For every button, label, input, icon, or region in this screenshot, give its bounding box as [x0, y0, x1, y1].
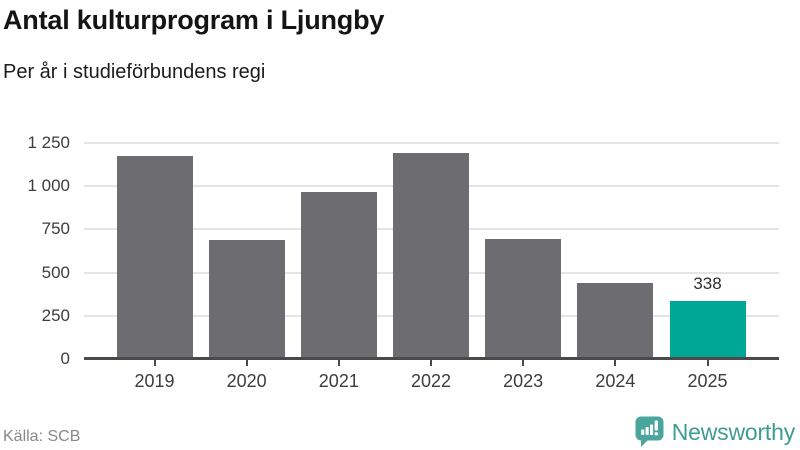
- x-tick-label: 2022: [410, 371, 452, 391]
- x-axis-line: [84, 357, 779, 360]
- bar: [116, 155, 193, 359]
- x-axis-tick: [706, 360, 709, 366]
- y-tick-label: 750: [41, 219, 70, 239]
- newsworthy-bubble-chart-icon: [635, 416, 664, 447]
- newsworthy-logo: Newsworthy: [635, 415, 795, 449]
- newsworthy-wordmark: Newsworthy: [671, 418, 795, 445]
- x-tick-label: 2020: [226, 371, 267, 391]
- y-tick-label: 500: [41, 262, 70, 282]
- bar: [577, 282, 654, 359]
- x-axis-tick: [522, 360, 525, 366]
- x-axis-tick: [245, 360, 248, 366]
- bar-highlighted: [669, 300, 746, 359]
- page-title: Antal kulturprogram i Ljungby: [3, 5, 385, 35]
- gridline: [84, 142, 779, 144]
- x-tick-label: 2019: [134, 371, 175, 391]
- x-axis-tick: [153, 360, 156, 366]
- x-tick-label: 2024: [595, 371, 636, 391]
- bar-value-label: 338: [693, 273, 722, 293]
- y-tick-label: 1 000: [27, 176, 70, 196]
- bar: [393, 152, 469, 359]
- page-subtitle: Per år i studieförbundens regi: [3, 61, 266, 83]
- y-tick-label: 0: [60, 349, 70, 368]
- y-tick-label: 250: [41, 305, 70, 325]
- x-tick-label: 2023: [503, 371, 544, 391]
- bar: [208, 239, 285, 359]
- bar: [300, 192, 377, 359]
- y-tick-label: 1 250: [27, 133, 70, 152]
- x-tick-label: 2021: [318, 371, 359, 391]
- x-axis-tick: [337, 360, 340, 366]
- x-axis-tick: [430, 360, 432, 366]
- source-label: Källa: SCB: [3, 428, 81, 445]
- bar: [485, 238, 562, 359]
- x-axis-tick: [614, 360, 617, 366]
- x-tick-label: 2025: [687, 371, 728, 391]
